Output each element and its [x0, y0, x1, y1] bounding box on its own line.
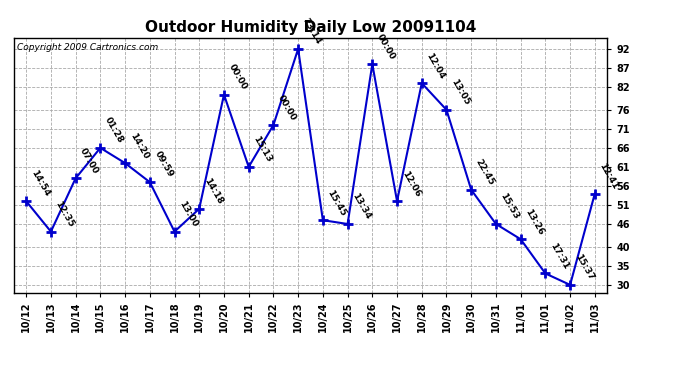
Text: 14:20: 14:20 [128, 131, 150, 160]
Text: 07:00: 07:00 [79, 147, 100, 176]
Text: 01:28: 01:28 [103, 116, 125, 145]
Text: 12:06: 12:06 [400, 169, 422, 198]
Text: 23:14: 23:14 [301, 17, 323, 46]
Text: 17:31: 17:31 [548, 241, 571, 271]
Text: 00:00: 00:00 [375, 33, 397, 62]
Text: 15:53: 15:53 [499, 192, 521, 221]
Text: 15:37: 15:37 [573, 253, 595, 282]
Title: Outdoor Humidity Daily Low 20091104: Outdoor Humidity Daily Low 20091104 [145, 20, 476, 35]
Text: 00:00: 00:00 [276, 93, 298, 122]
Text: 13:26: 13:26 [524, 207, 546, 237]
Text: 14:54: 14:54 [29, 169, 51, 198]
Text: 15:13: 15:13 [251, 135, 273, 164]
Text: 14:18: 14:18 [202, 177, 224, 206]
Text: 00:00: 00:00 [227, 63, 248, 92]
Text: 15:45: 15:45 [326, 188, 348, 218]
Text: 13:05: 13:05 [449, 78, 471, 107]
Text: 09:59: 09:59 [152, 150, 175, 179]
Text: 12:41: 12:41 [598, 161, 620, 191]
Text: 13:00: 13:00 [177, 200, 199, 229]
Text: 12:04: 12:04 [424, 51, 446, 80]
Text: Copyright 2009 Cartronics.com: Copyright 2009 Cartronics.com [17, 43, 158, 52]
Text: 22:45: 22:45 [474, 158, 496, 187]
Text: 12:35: 12:35 [54, 200, 76, 229]
Text: 13:34: 13:34 [351, 192, 373, 221]
